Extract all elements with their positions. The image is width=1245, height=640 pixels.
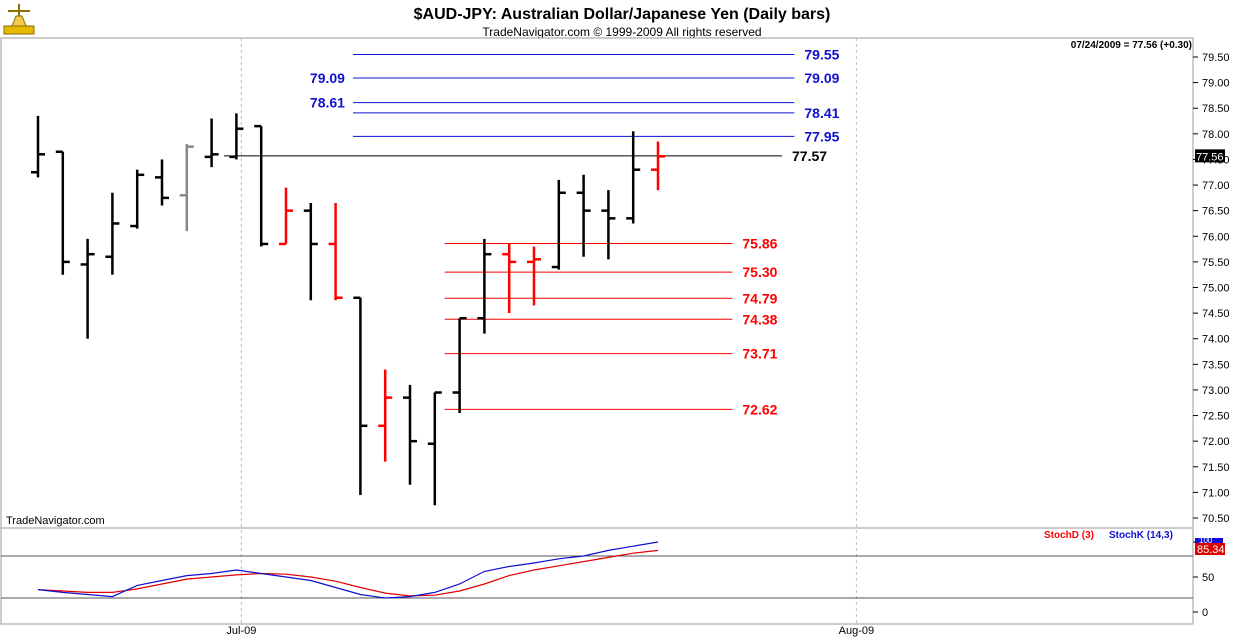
- price-tick-label: 71.50: [1202, 462, 1230, 474]
- stochD-current-marker: [1195, 543, 1225, 555]
- price-tick-label: 79.50: [1202, 52, 1230, 64]
- stochK-current-label: 100: [1199, 536, 1213, 545]
- ohlc-bar: [179, 144, 194, 232]
- ohlc-bar: [403, 384, 417, 485]
- price-panel: [0, 37, 1194, 529]
- price-tick-label: 74.50: [1202, 308, 1230, 320]
- ohlc-bar: [80, 238, 95, 339]
- ohlc-bar: [254, 124, 269, 247]
- level-label: 74.79: [742, 290, 777, 306]
- ohlc-bar: [130, 169, 145, 229]
- ohlc-bar: [551, 179, 566, 270]
- level-label: 74.38: [742, 311, 777, 327]
- date-tick-label: Aug-09: [839, 625, 874, 637]
- price-tick-label: 75.00: [1202, 283, 1230, 295]
- price-tick-label: 73.00: [1202, 385, 1230, 397]
- stoch-tick-label: 0: [1202, 607, 1208, 619]
- stochastic-axis: 10050010085.34: [1193, 536, 1225, 619]
- level-label: 78.61: [310, 95, 345, 111]
- ohlc-bar: [601, 190, 616, 260]
- ohlc-bar: [328, 202, 343, 301]
- ohlc-bar: [502, 243, 517, 314]
- date-gridlines: [240, 38, 857, 624]
- ohlc-bar: [279, 187, 293, 246]
- price-levels: 79.55 79.09 79.09 78.61 78.41 77.95 77.57 75.86…: [224, 46, 840, 417]
- price-tick-label: 72.00: [1202, 436, 1230, 448]
- chart-title: $AUD-JPY: Australian Dollar/Japanese Yen…: [414, 6, 831, 23]
- stochD-line: [37, 549, 659, 597]
- ohlc-bar: [105, 192, 120, 275]
- current-price-label: 77.56: [1196, 151, 1224, 163]
- stoch-legend-entry: StochK (14,3): [1109, 530, 1173, 541]
- current-price-marker: 77.56: [1195, 149, 1225, 163]
- date-axis: Jul-09 Aug-09: [226, 625, 874, 637]
- ohlc-bars: [31, 113, 665, 506]
- level-label: 77.57: [792, 148, 827, 164]
- ohlc-bar: [55, 150, 70, 275]
- price-tick-label: 78.00: [1202, 129, 1230, 141]
- chart-header: $AUD-JPY: Australian Dollar/Japanese Yen…: [3, 4, 831, 39]
- level-label: 75.30: [742, 264, 777, 280]
- price-axis: 79.5079.0078.5078.0077.5077.0076.5076.00…: [1193, 52, 1230, 525]
- stoch-legend-entry: StochD (3): [1044, 530, 1094, 541]
- price-tick-label: 76.50: [1202, 206, 1230, 218]
- ohlc-bar: [229, 113, 244, 160]
- ohlc-bar: [527, 246, 541, 306]
- price-tick-label: 79.00: [1202, 78, 1230, 90]
- ohlc-bar: [477, 238, 492, 334]
- price-tick-label: 75.50: [1202, 257, 1230, 269]
- level-label: 77.95: [804, 128, 839, 144]
- stochK-line: [37, 541, 659, 599]
- ohlc-bar: [452, 316, 467, 413]
- level-label: 78.41: [804, 105, 839, 121]
- stoch-tick-label: 50: [1202, 572, 1214, 584]
- ohlc-bar: [303, 202, 318, 301]
- price-tick-label: 72.50: [1202, 411, 1230, 423]
- last-quote: 07/24/2009 = 77.56 (+0.30): [1071, 40, 1192, 51]
- level-label: 73.71: [742, 346, 777, 362]
- level-label: 79.09: [804, 70, 839, 86]
- ohlc-bar: [31, 115, 45, 178]
- stochD-current-label: 85.34: [1197, 544, 1225, 556]
- ohlc-bar: [626, 131, 641, 224]
- ohlc-bar: [576, 174, 591, 257]
- stochK-current-marker: [1195, 538, 1223, 544]
- level-label: 75.86: [742, 235, 777, 251]
- stochastic-panel: [0, 527, 1194, 625]
- price-tick-label: 76.00: [1202, 231, 1230, 243]
- level-label: 79.55: [804, 46, 839, 62]
- ohlc-bar: [378, 369, 393, 462]
- stochastic-legend: StochD (3) StochK (14,3): [1044, 530, 1173, 541]
- price-tick-label: 74.00: [1202, 334, 1230, 346]
- price-tick-label: 77.00: [1202, 180, 1230, 192]
- ohlc-bar: [651, 141, 665, 191]
- level-label: 72.62: [742, 401, 777, 417]
- ohlc-bar: [204, 118, 219, 168]
- ohlc-bar: [353, 296, 368, 495]
- stochastic-lines: [1, 541, 1193, 599]
- watermark: TradeNavigator.com: [6, 515, 105, 527]
- price-tick-label: 70.50: [1202, 513, 1230, 525]
- level-label: 79.09: [310, 70, 345, 86]
- ohlc-bar: [427, 391, 442, 506]
- trade-navigator-logo-icon: [3, 4, 35, 35]
- price-tick-label: 71.00: [1202, 487, 1230, 499]
- ohlc-bar: [155, 159, 169, 206]
- price-tick-label: 73.50: [1202, 359, 1230, 371]
- date-tick-label: Jul-09: [226, 625, 256, 637]
- price-tick-label: 78.50: [1202, 103, 1230, 115]
- chart-subtitle: TradeNavigator.com © 1999-2009 All right…: [482, 25, 761, 39]
